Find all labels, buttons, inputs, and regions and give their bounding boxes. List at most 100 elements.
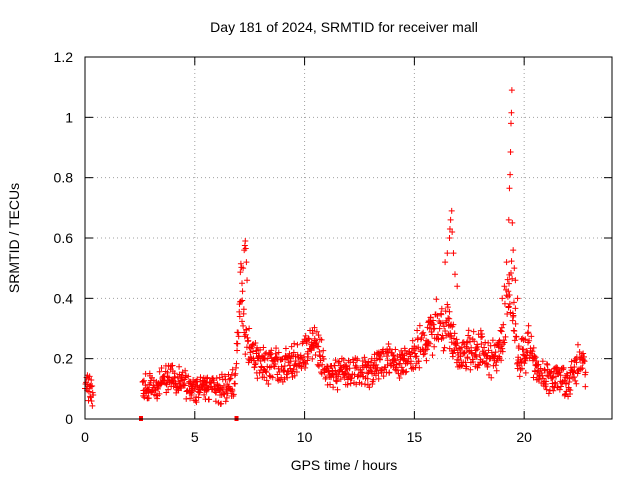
data-point: [510, 299, 517, 306]
data-point: [374, 364, 381, 371]
data-point: [304, 357, 311, 364]
data-point: [440, 334, 447, 341]
data-point: [89, 402, 96, 409]
data-point: [141, 394, 148, 401]
data-point: [463, 363, 470, 370]
data-point: [446, 235, 453, 241]
data-point: [458, 344, 465, 351]
data-point: [206, 396, 213, 403]
data-point: [551, 379, 558, 386]
data-point: [269, 374, 276, 381]
data-point: [364, 375, 371, 382]
data-point: [276, 368, 283, 375]
data-point: [413, 353, 420, 360]
data-point: [507, 269, 514, 276]
data-point: [234, 340, 241, 347]
data-point: [476, 362, 483, 369]
data-point: [579, 365, 586, 372]
data-point: [239, 280, 246, 287]
data-point: [507, 120, 514, 127]
data-point: [210, 377, 217, 384]
data-point: [294, 341, 301, 348]
data-point: [436, 325, 443, 332]
data-point: [499, 345, 506, 352]
data-point: [543, 378, 550, 385]
data-point: [200, 381, 207, 388]
data-point: [220, 382, 227, 389]
data-point: [509, 219, 516, 226]
data-point: [535, 361, 542, 368]
data-point: [481, 344, 488, 351]
data-point: [502, 333, 509, 340]
data-point: [515, 343, 522, 350]
y-tick-label: 0.4: [54, 290, 74, 306]
data-point: [320, 356, 327, 363]
data-point: [442, 328, 449, 335]
y-tick-label: 0: [65, 411, 73, 427]
data-point: [570, 368, 577, 375]
data-point: [320, 347, 327, 354]
data-point: [507, 149, 514, 156]
data-point: [256, 369, 263, 376]
data-point: [185, 373, 192, 380]
data-point: [232, 370, 239, 377]
data-point: [375, 370, 382, 377]
data-point: [421, 332, 428, 339]
data-point: [448, 332, 455, 339]
data-point: [442, 308, 449, 315]
data-point: [434, 331, 441, 338]
data-point: [333, 377, 340, 384]
data-point: [140, 377, 147, 384]
data-point: [450, 250, 457, 257]
data-point: [348, 375, 355, 382]
data-point: [260, 344, 267, 351]
data-point: [227, 375, 234, 382]
data-point: [268, 347, 275, 354]
data-point: [510, 312, 517, 319]
data-point: [510, 247, 517, 254]
data-point: [499, 348, 506, 355]
data-point: [581, 358, 588, 365]
data-point: [415, 358, 422, 365]
data-point: [275, 365, 282, 372]
data-point: [235, 329, 242, 336]
data-point: [361, 381, 368, 388]
data-point: [336, 358, 343, 365]
data-point: [484, 352, 491, 359]
data-point: [473, 353, 480, 360]
data-point: [510, 327, 517, 334]
data-point: [223, 394, 230, 401]
data-point: [463, 339, 470, 346]
data-point: [258, 363, 265, 370]
data-point: [176, 363, 183, 370]
data-point: [148, 388, 155, 395]
data-point: [431, 325, 438, 332]
data-point: [464, 355, 471, 362]
data-point: [512, 320, 519, 327]
data-point: [386, 346, 393, 353]
data-point: [428, 331, 435, 338]
data-point: [448, 339, 455, 346]
data-point: [492, 349, 499, 356]
data-point: [357, 372, 364, 379]
data-point: [571, 363, 578, 370]
data-point: [239, 318, 246, 325]
data-point: [252, 361, 259, 368]
data-point: [442, 259, 449, 266]
y-tick-label: 0.2: [54, 351, 74, 367]
data-point: [193, 399, 200, 406]
data-point: [207, 379, 214, 386]
data-point: [520, 346, 527, 353]
data-point: [240, 306, 247, 313]
data-point: [509, 275, 516, 282]
x-tick-label: 15: [407, 429, 423, 445]
data-point: [332, 357, 339, 364]
data-point: [471, 338, 478, 345]
data-point: [196, 389, 203, 396]
data-point: [477, 327, 484, 334]
data-point: [416, 364, 423, 371]
data-point: [402, 369, 409, 376]
data-point: [561, 377, 568, 384]
data-point: [505, 216, 512, 223]
data-point: [505, 288, 512, 295]
